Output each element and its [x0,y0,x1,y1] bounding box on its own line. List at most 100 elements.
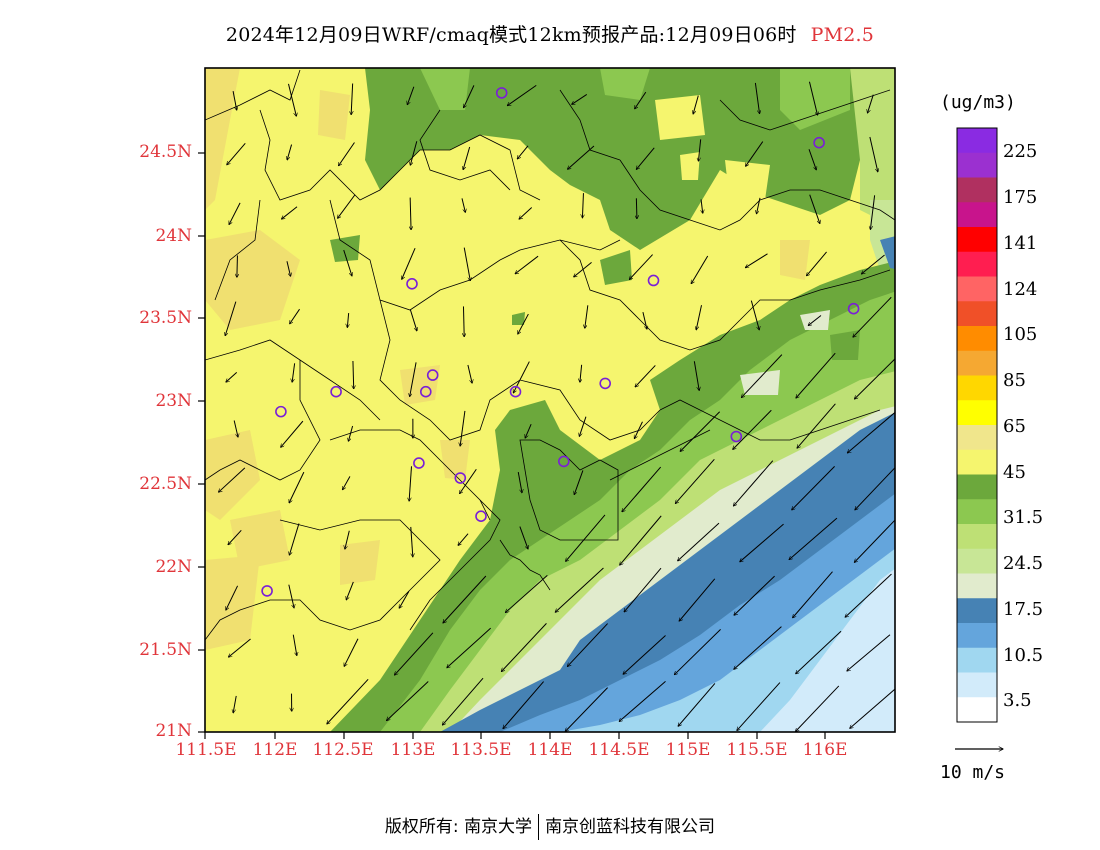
colorbar-label: 141 [1003,233,1038,254]
wind-vector [793,571,833,618]
colorbar-swatch [957,697,997,723]
colorbar [956,127,998,723]
x-tick-label: 111.5E [175,740,237,760]
wind-vector [854,519,895,563]
x-tick-label: 116E [802,740,848,760]
station-marker [413,457,425,469]
colorbar-label: 45 [1003,462,1026,483]
wind-vector [620,515,662,565]
station-marker [426,369,439,381]
y-tick-label: 21N [155,721,192,741]
colorbar-label: 175 [1003,187,1038,208]
wind-vector [809,194,820,224]
wind-vector [853,296,892,337]
colorbar-swatch [957,326,997,352]
wind-vector [746,141,764,167]
wind-vector [515,255,539,274]
wind-vector [693,361,699,390]
wind-vector [579,416,587,437]
wind-vector [519,526,528,549]
wind-vector [226,372,238,382]
wind-vector [619,680,666,721]
wind-vector [289,471,305,503]
colorbar-swatch [957,227,997,253]
wind-vector [582,193,583,218]
station-marker [509,385,522,398]
colorbar-label: 85 [1003,370,1026,391]
wind-vector [327,678,369,724]
colorbar-swatch [957,425,997,451]
station-marker [847,302,860,315]
wind-vector [517,471,522,493]
wind-vector [288,584,294,608]
wind-vector [854,358,895,399]
wind-vector [867,94,874,113]
wind-vector [345,530,350,549]
x-tick-label: 113E [390,740,436,760]
wind-vector [463,146,471,170]
wind-vector [461,198,465,212]
wind-vector [642,312,647,329]
wind-vector [797,403,836,448]
colorbar-swatch [957,301,997,327]
wind-vector [845,573,892,617]
wind-vector [503,681,544,729]
wind-vector [447,627,492,668]
wind-vector [513,361,530,393]
wind-vector [580,364,582,382]
wind-vector [407,86,415,105]
copyright-label: 版权所有: [384,817,459,837]
wind-vector [443,575,487,623]
wind-vector [410,526,413,557]
wind-vector [796,630,842,673]
wind-vector [232,91,237,110]
colorbar-swatch [957,499,997,525]
colorbar-label: 225 [1003,141,1038,162]
wind-vector [410,362,417,396]
wind-vector [518,313,529,334]
wind-vector [634,421,643,439]
colorbar-label: 24.5 [1003,553,1044,574]
wind-vector [460,410,466,446]
wind-vector [795,685,840,732]
wind-vector [458,533,469,546]
station-marker [557,455,570,468]
wind-vector [287,83,296,116]
wind-vector [442,677,484,725]
wind-vector [861,254,885,274]
wind-vector [399,591,410,608]
wind-vector [409,466,412,501]
wind-vector [870,195,876,229]
wind-vector [228,638,251,657]
wind-vector [519,207,533,219]
wind-vector [847,634,891,671]
wind-vector [346,581,354,600]
wind-vector [574,261,592,277]
station-marker [813,136,825,149]
colorbar-swatch [957,400,997,426]
wind-vector [734,626,782,670]
colorbar-swatch [957,177,997,203]
colorbar-swatch [957,276,997,302]
y-tick-label: 23.5N [139,308,192,328]
wind-vector [565,687,608,732]
y-tick-label: 24.5N [139,142,192,162]
wind-vector [789,517,838,559]
wind-vector [218,467,246,492]
axis-ticks [198,152,826,739]
wind-vector [281,206,298,219]
wind-vector [701,199,703,213]
colorbar-label: 10.5 [1003,645,1044,666]
station-marker [261,585,273,597]
wind-vector [679,578,716,621]
colorbar-frame [956,127,998,723]
colorbar-label: 3.5 [1003,690,1032,711]
wind-vector [624,567,662,612]
wind-vector [756,197,761,214]
wind-vector [796,352,836,398]
wind-vector [464,85,475,107]
title-text: 2024年12月09日WRF/cmaq模式12km预报产品:12月09日06时 [225,24,797,46]
wind-vector [226,585,239,610]
colorbar-swatch [957,449,997,475]
